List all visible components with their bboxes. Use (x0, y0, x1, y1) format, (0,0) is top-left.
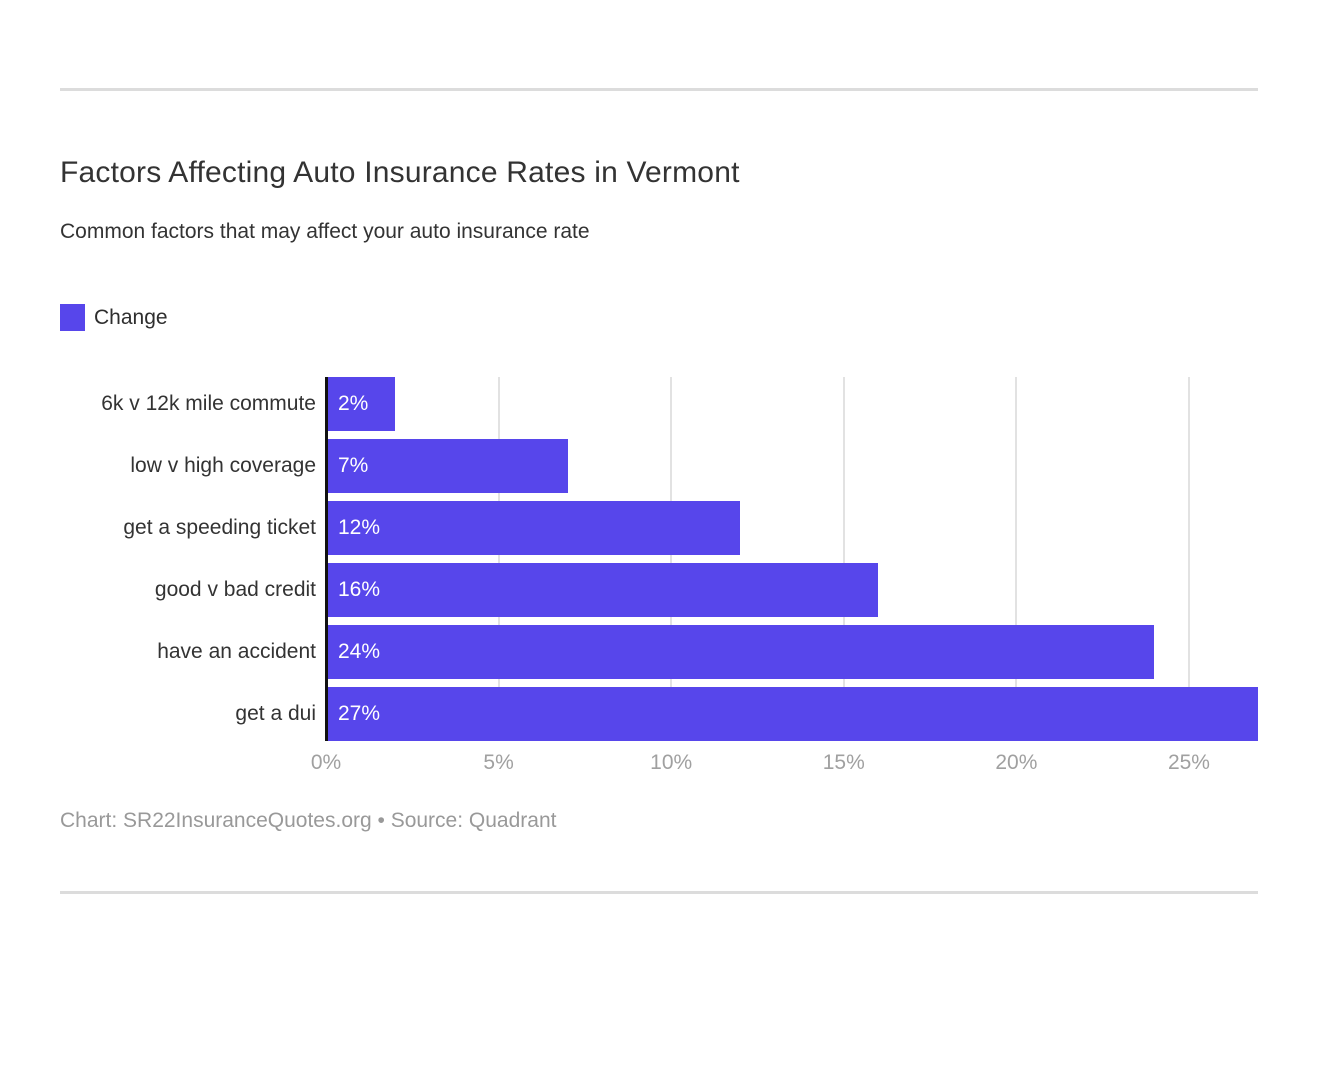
bar: 12% (326, 501, 741, 555)
x-tick-label: 15% (822, 751, 865, 774)
category-label: have an accident (157, 640, 316, 663)
gridline (1187, 377, 1190, 741)
bar: 24% (326, 625, 1155, 679)
category-label: 6k v 12k mile commute (101, 392, 316, 415)
gridline (842, 377, 845, 741)
category-label: low v high coverage (130, 454, 316, 477)
chart-subtitle: Common factors that may affect your auto… (60, 220, 590, 243)
gridline (1015, 377, 1018, 741)
category-label: get a speeding ticket (123, 516, 316, 539)
legend-swatch-icon (60, 304, 85, 331)
legend-label: Change (94, 305, 168, 329)
x-tick-label: 20% (995, 751, 1038, 774)
chart-card: Factors Affecting Auto Insurance Rates i… (0, 88, 1320, 894)
bar-value-label: 12% (338, 516, 381, 539)
x-tick-label: 0% (310, 751, 342, 774)
bar-value-label: 24% (338, 640, 381, 663)
gridline (497, 377, 500, 741)
category-label: get a dui (235, 702, 316, 725)
bar-chart: 6k v 12k mile commute low v high coverage… (60, 377, 1258, 741)
category-label: good v bad credit (154, 578, 316, 601)
category-labels: 6k v 12k mile commute low v high coverage… (60, 377, 326, 741)
bar: 7% (326, 439, 568, 493)
x-axis: 0% 5% 10% 15% 20% 25% (311, 741, 1258, 774)
chart-title: Factors Affecting Auto Insurance Rates i… (60, 156, 740, 189)
plot-area: 2% 7% 12% 16% 24% 27% (325, 377, 1258, 741)
bar-value-label: 2% (338, 392, 369, 415)
x-tick-label: 5% (483, 751, 514, 774)
bar-value-label: 16% (338, 578, 381, 601)
y-axis-line (325, 377, 328, 741)
bar-value-label: 27% (338, 702, 381, 725)
bar: 2% (326, 377, 396, 431)
bar-value-label: 7% (338, 454, 369, 477)
gridline (670, 377, 673, 741)
x-tick-label: 10% (650, 751, 693, 774)
bar: 27% (326, 687, 1258, 741)
x-tick-label: 25% (1167, 751, 1210, 774)
top-divider (60, 88, 1258, 91)
bottom-divider (60, 891, 1258, 894)
bar: 16% (326, 563, 879, 617)
source-attribution: Chart: SR22InsuranceQuotes.org • Source:… (60, 809, 557, 832)
legend: Change (60, 304, 1258, 331)
